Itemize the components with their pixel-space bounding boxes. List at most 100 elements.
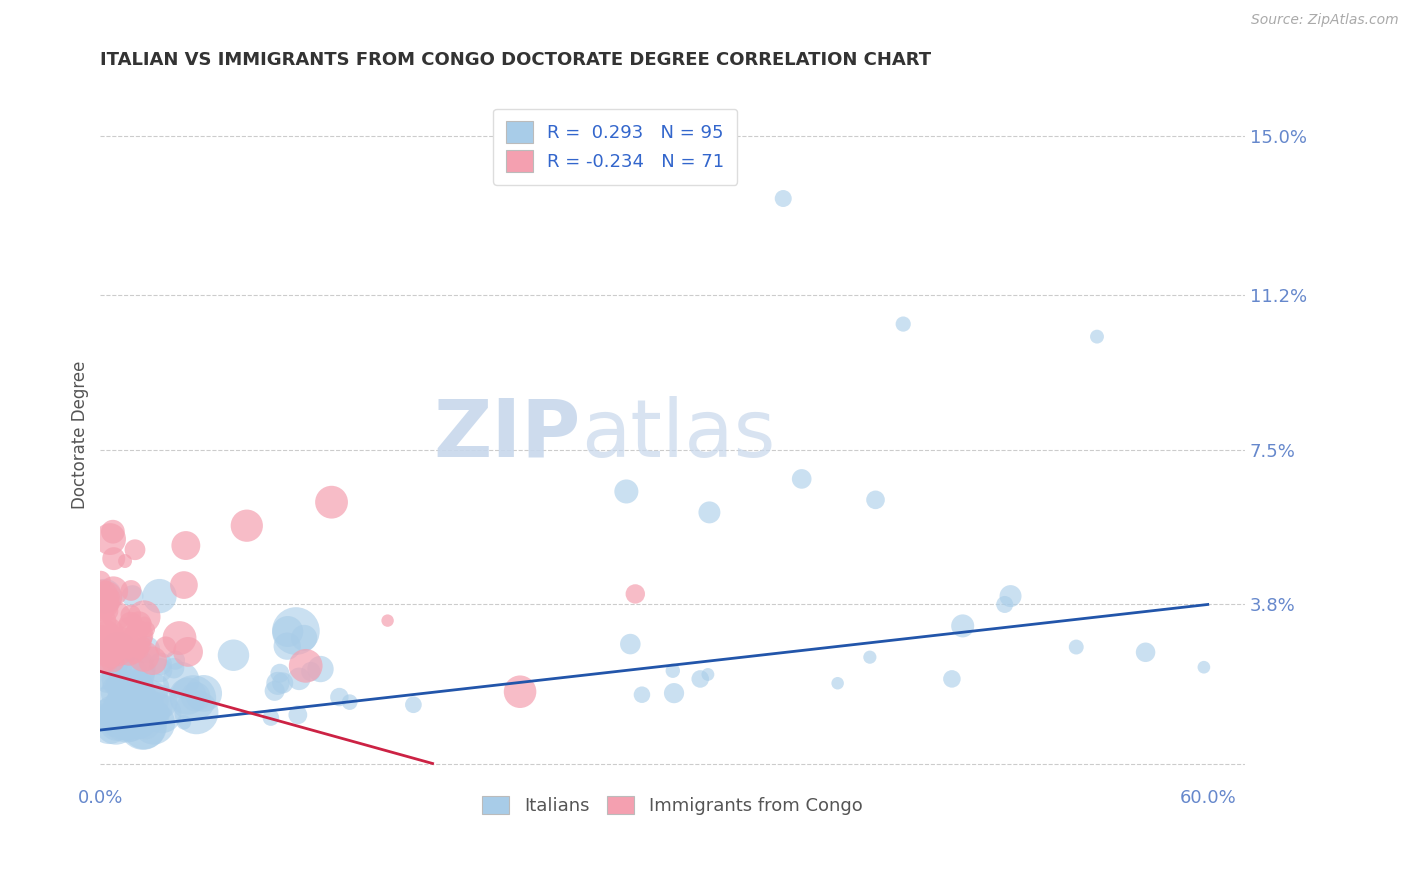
- Point: [150, 706, 173, 721]
- Point: [103, 638, 125, 652]
- Point: [105, 640, 128, 654]
- Point: [114, 698, 136, 712]
- Point: [121, 589, 143, 603]
- Point: [173, 715, 195, 730]
- Point: [263, 684, 285, 698]
- Point: [97, 625, 120, 640]
- Point: [107, 648, 129, 662]
- Point: [134, 717, 156, 731]
- Point: [321, 495, 343, 509]
- Point: [292, 631, 315, 645]
- Point: [1135, 645, 1157, 659]
- Point: [142, 716, 165, 731]
- Point: [136, 623, 159, 637]
- Point: [101, 653, 124, 667]
- Point: [624, 587, 647, 601]
- Point: [163, 661, 186, 675]
- Point: [377, 614, 399, 628]
- Point: [90, 633, 112, 648]
- Point: [170, 673, 193, 687]
- Point: [105, 716, 128, 731]
- Point: [101, 711, 124, 725]
- Point: [114, 701, 136, 715]
- Point: [108, 661, 131, 675]
- Point: [110, 714, 132, 728]
- Point: [865, 492, 887, 507]
- Point: [271, 676, 294, 690]
- Point: [699, 505, 721, 519]
- Point: [696, 667, 718, 681]
- Text: ZIP: ZIP: [433, 396, 581, 474]
- Point: [120, 716, 142, 731]
- Point: [100, 649, 122, 664]
- Point: [772, 192, 794, 206]
- Point: [284, 624, 307, 638]
- Point: [96, 601, 118, 615]
- Point: [662, 686, 685, 700]
- Point: [124, 542, 146, 557]
- Point: [132, 649, 155, 664]
- Point: [101, 590, 124, 604]
- Point: [128, 616, 150, 631]
- Point: [149, 695, 172, 709]
- Point: [90, 615, 112, 630]
- Point: [142, 708, 165, 723]
- Point: [89, 634, 111, 648]
- Point: [115, 705, 138, 719]
- Point: [94, 591, 117, 605]
- Point: [614, 484, 637, 499]
- Point: [277, 624, 299, 639]
- Point: [827, 676, 849, 690]
- Point: [236, 518, 259, 533]
- Point: [619, 637, 641, 651]
- Point: [112, 708, 135, 723]
- Point: [193, 686, 215, 700]
- Point: [115, 712, 138, 726]
- Point: [91, 658, 114, 673]
- Point: [128, 628, 150, 642]
- Point: [98, 716, 121, 731]
- Point: [134, 616, 156, 631]
- Point: [267, 676, 290, 690]
- Point: [115, 715, 138, 730]
- Point: [148, 706, 170, 720]
- Point: [105, 698, 128, 712]
- Point: [115, 694, 138, 708]
- Point: [89, 594, 111, 608]
- Point: [509, 684, 531, 698]
- Point: [93, 639, 115, 653]
- Point: [127, 631, 149, 645]
- Point: [97, 604, 120, 618]
- Point: [287, 707, 309, 722]
- Point: [103, 551, 125, 566]
- Point: [299, 665, 322, 679]
- Point: [631, 688, 654, 702]
- Point: [122, 646, 145, 660]
- Point: [108, 686, 131, 700]
- Point: [107, 678, 129, 692]
- Point: [169, 631, 191, 645]
- Point: [132, 609, 155, 624]
- Point: [173, 578, 195, 592]
- Point: [115, 638, 138, 652]
- Point: [101, 642, 124, 657]
- Point: [103, 719, 125, 733]
- Point: [91, 595, 114, 609]
- Point: [96, 650, 118, 665]
- Point: [97, 643, 120, 657]
- Point: [941, 672, 963, 686]
- Point: [93, 635, 115, 649]
- Point: [165, 653, 187, 667]
- Point: [1192, 660, 1215, 674]
- Point: [108, 643, 131, 657]
- Legend: Italians, Immigrants from Congo: Italians, Immigrants from Congo: [474, 787, 872, 824]
- Point: [94, 589, 117, 603]
- Point: [104, 716, 127, 731]
- Point: [118, 645, 141, 659]
- Point: [328, 690, 350, 704]
- Text: ITALIAN VS IMMIGRANTS FROM CONGO DOCTORATE DEGREE CORRELATION CHART: ITALIAN VS IMMIGRANTS FROM CONGO DOCTORA…: [100, 51, 932, 69]
- Point: [132, 719, 155, 733]
- Point: [107, 714, 129, 729]
- Point: [339, 695, 361, 709]
- Point: [115, 694, 138, 708]
